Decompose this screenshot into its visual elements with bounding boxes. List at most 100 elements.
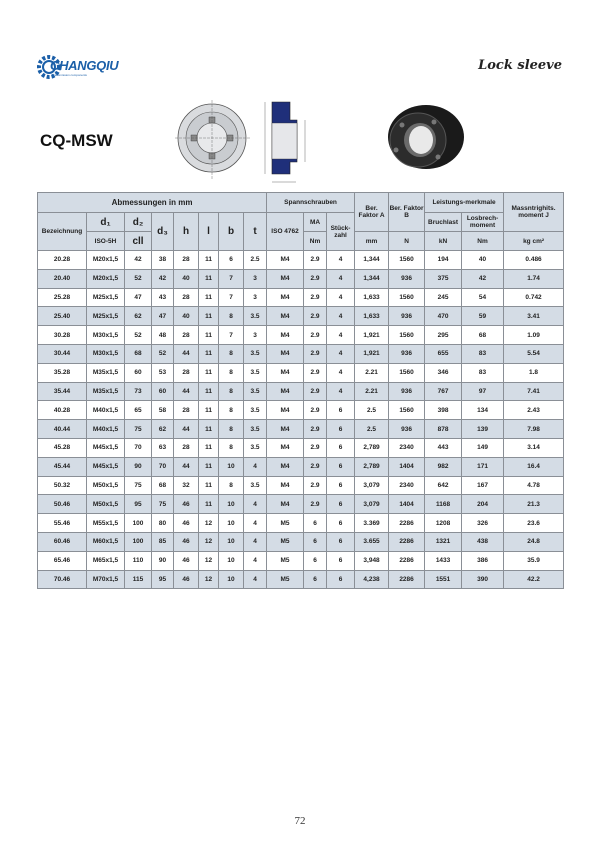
table-cell: 2.9 (303, 494, 328, 515)
table-cell: 2.5 (242, 250, 268, 270)
brand-subtitle: Transmission components (52, 73, 87, 77)
category-title: Lock sleeve (478, 58, 562, 73)
col-stueckzahl: Stück-zahl (326, 212, 356, 251)
table-cell: 4,238 (354, 569, 390, 590)
table-cell: 3.5 (242, 437, 268, 458)
table-cell: M45x1,5 (86, 437, 125, 458)
table-cell: 6 (303, 550, 328, 571)
table-cell: 346 (424, 362, 463, 383)
table-cell: 11 (198, 494, 219, 515)
table-cell: M4 (266, 456, 305, 477)
table-cell: 83 (461, 362, 505, 383)
table-cell: M50x1,5 (86, 475, 125, 496)
unit-j: kg cm² (503, 231, 565, 251)
table-row: 20.40 M20x1,5 52 42 40 11 7 3 M4 2.9 4 1,344 936 375 4… (37, 268, 565, 289)
table-cell: 6 (326, 550, 356, 571)
table-cell: 63 (151, 437, 174, 458)
table-cell: 2286 (388, 531, 426, 552)
table-cell: 11 (198, 250, 219, 270)
table-cell: 3.369 (354, 513, 390, 533)
table-cell: 936 (388, 343, 426, 364)
table-cell: 470 (424, 306, 463, 327)
table-cell: 3.14 (503, 437, 565, 458)
table-cell: 1551 (424, 569, 463, 590)
table-cell: 4 (326, 268, 356, 289)
table-cell: M20x1,5 (86, 268, 125, 289)
table-cell: 3,079 (354, 475, 390, 496)
table-cell: 1560 (388, 287, 426, 308)
table-cell: 1321 (424, 531, 463, 552)
table-cell: 12 (198, 550, 219, 571)
table-cell: 3.655 (354, 531, 390, 552)
table-cell: 11 (198, 268, 219, 289)
specifications-table: Abmessungen in mm Spannschrauben Ber. Fa… (36, 192, 565, 590)
table-cell: 4 (242, 550, 268, 571)
table-cell: 35.28 (37, 362, 87, 383)
table-row: 45.28 M45x1,5 70 63 28 11 8 3.5 M4 2.9 6 2,789 2340 4… (37, 437, 565, 458)
table-cell: 3.5 (242, 343, 268, 364)
group-dimensions: Abmessungen in mm (36, 192, 268, 213)
col-d3: d₃ (151, 212, 174, 251)
table-cell: 3 (242, 268, 268, 289)
table-cell: 68 (151, 475, 174, 496)
table-cell: 11 (198, 456, 219, 477)
table-cell: 4 (326, 250, 356, 270)
table-cell: 326 (461, 513, 505, 533)
table-cell: 75 (124, 475, 152, 496)
table-cell: 6 (326, 513, 356, 533)
table-cell: 30.44 (37, 343, 87, 364)
table-cell: 70 (124, 437, 152, 458)
table-cell: M4 (266, 437, 305, 458)
table-cell: 3 (242, 287, 268, 308)
table-cell: 1.74 (503, 268, 565, 289)
col-bezeichnung: Bezeichnung (37, 212, 87, 251)
table-cell: 28 (173, 437, 199, 458)
col-bruchlast: Bruchlast (424, 212, 463, 232)
table-cell: 48 (151, 325, 174, 345)
table-cell: 1,344 (354, 268, 390, 289)
table-cell: 2.9 (303, 343, 328, 364)
col-d2: d₂ (124, 212, 152, 232)
col-l: l (198, 212, 219, 251)
table-cell: 4 (326, 306, 356, 327)
table-cell: 2.9 (303, 287, 328, 308)
table-cell: 3 (242, 325, 268, 345)
group-screws: Spannschrauben (266, 192, 356, 213)
table-cell: 1560 (388, 325, 426, 345)
table-cell: 2.21 (354, 381, 390, 402)
table-cell: 6 (326, 437, 356, 458)
table-cell: 62 (124, 306, 152, 327)
col-losbrechmoment: Losbrech-moment (461, 212, 505, 232)
table-cell: 50.32 (37, 475, 87, 496)
unit-b: N (388, 231, 426, 251)
table-cell: 1433 (424, 550, 463, 571)
group-performance: Leistungs-merkmale (424, 192, 505, 213)
table-cell: 28 (173, 250, 199, 270)
table-cell: M20x1,5 (86, 250, 125, 270)
table-cell: M60x1,5 (86, 531, 125, 552)
unit-losbrech: Nm (461, 231, 505, 251)
table-cell: 6 (326, 475, 356, 496)
table-cell: 4 (242, 513, 268, 533)
table-cell: 2340 (388, 475, 426, 496)
table-cell: 6 (326, 569, 356, 590)
table-row: 50.32 M50x1,5 75 68 32 11 8 3.5 M4 2.9 6 3,079 2340 6… (37, 475, 565, 496)
table-cell: 2.9 (303, 268, 328, 289)
table-cell: 2.9 (303, 306, 328, 327)
table-cell: 11 (198, 306, 219, 327)
table-row: 35.28 M35x1,5 60 53 28 11 8 3.5 M4 2.9 4 2.21 1560 34… (37, 362, 565, 383)
table-cell: 171 (461, 456, 505, 477)
brand-name: CHANGQIU (50, 58, 119, 73)
table-cell: 32 (173, 475, 199, 496)
table-cell: 73 (124, 381, 152, 402)
table-row: 55.46 M55x1,5 100 80 46 12 10 4 M5 6 6 3.369 2286 120… (37, 513, 565, 533)
table-cell: 8 (218, 437, 244, 458)
table-cell: 0.742 (503, 287, 565, 308)
table-cell: 878 (424, 419, 463, 439)
table-cell: 8 (218, 306, 244, 327)
table-cell: 4 (242, 456, 268, 477)
col-h: h (173, 212, 199, 251)
table-cell: M30x1,5 (86, 343, 125, 364)
table-cell: 1.09 (503, 325, 565, 345)
table-cell: 194 (424, 250, 463, 270)
